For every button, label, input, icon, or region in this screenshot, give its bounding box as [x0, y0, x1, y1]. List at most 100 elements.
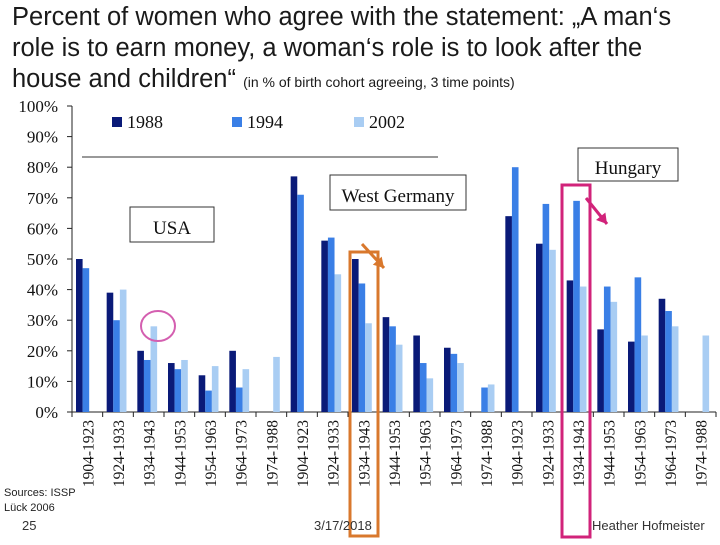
bar-1994: [450, 353, 458, 412]
legend-label-1994: 1994: [247, 112, 283, 132]
bar-1994: [419, 363, 427, 412]
highlight-arrow-head: [596, 212, 607, 224]
x-tick-label: 1934-1943: [142, 420, 159, 487]
group-label: West Germany: [342, 186, 455, 207]
y-tick-label: 100%: [18, 97, 58, 116]
highlight-circle: [140, 310, 176, 342]
group-label-box: [329, 174, 467, 211]
bar-2002: [426, 378, 434, 412]
bar-1988: [658, 298, 666, 412]
bar-1994: [358, 283, 366, 412]
legend-swatch-1994: [232, 117, 242, 127]
bar-2002: [150, 326, 158, 412]
x-tick-label: 1974-1988: [264, 420, 281, 487]
bar-1988: [505, 216, 512, 412]
bar-1988: [536, 243, 543, 412]
bar-2002: [457, 363, 464, 412]
legend-swatch-2002: [354, 117, 364, 127]
title-bar: Percent of women who agree with the stat…: [0, 0, 720, 96]
bar-1994: [665, 311, 672, 412]
y-tick-label: 40%: [27, 281, 58, 300]
x-tick-label: 1934-1943: [356, 420, 373, 487]
group-label-box: [577, 147, 679, 182]
chart-title-main: Percent of women who agree with the stat…: [12, 3, 672, 93]
bar-1994: [481, 387, 488, 412]
bar-2002: [273, 356, 280, 412]
bar-2002: [242, 369, 250, 412]
x-tick-label: 1964-1973: [663, 420, 680, 487]
bar-2002: [119, 289, 127, 412]
bar-1994: [511, 167, 519, 412]
bars: [76, 167, 710, 412]
bar-1994: [542, 203, 550, 412]
footer-date: 3/17/2018: [314, 518, 372, 533]
x-tick-label: 1954-1963: [632, 420, 649, 487]
highlight-arrow-head: [372, 256, 384, 268]
y-tick-label: 0%: [35, 403, 58, 422]
bar-2002: [334, 274, 342, 412]
legend-swatch-1988: [112, 117, 122, 127]
bar-1988: [382, 317, 390, 412]
bar-2002: [487, 384, 495, 412]
x-tick-label: 1904-1923: [295, 420, 312, 487]
bar-1988: [597, 329, 604, 412]
bar-2002: [181, 359, 188, 412]
bar-2002: [702, 335, 710, 412]
bar-1994: [143, 359, 151, 412]
bar-2002: [365, 323, 372, 412]
bar-1994: [603, 286, 611, 412]
chart-title-sub: (in % of birth cohort agreeing, 3 time p…: [243, 74, 515, 90]
bar-2002: [549, 249, 556, 412]
x-tick-label: 1934-1943: [571, 420, 588, 487]
bar-1988: [106, 292, 114, 412]
x-tick-label: 1964-1973: [234, 420, 251, 487]
bar-2002: [671, 326, 679, 412]
bar-1988: [290, 176, 298, 412]
legend-label-2002: 2002: [369, 112, 405, 132]
highlight-column-box: [348, 250, 380, 538]
y-tick-label: 10%: [27, 372, 58, 391]
bar-1988: [168, 363, 175, 412]
bar-1994: [113, 320, 120, 412]
group-label: USA: [153, 218, 191, 239]
sources-line-1: Sources: ISSP: [4, 487, 76, 499]
bar-1994: [573, 200, 580, 412]
group-label-box: [129, 206, 215, 243]
x-tick-label: 1904-1923: [510, 420, 527, 487]
bar-1988: [413, 335, 420, 412]
bar-1988: [566, 280, 574, 412]
bar-2002: [641, 335, 648, 412]
x-tick-label: 1974-1988: [479, 420, 496, 487]
bar-1988: [628, 341, 635, 412]
bar-1994: [327, 237, 335, 412]
legend-label-1988: 1988: [127, 112, 163, 132]
highlight-column-box: [560, 183, 592, 539]
bar-chart: 0% 10% 20% 30% 40% 50% 60% 70% 80% 90% 100% 1904-1…: [18, 97, 717, 539]
x-tick-label: 1924-1933: [540, 420, 557, 487]
x-tick-labels: 1904-1923 1924-1933 1934-1943 1944-1953 1954…: [80, 420, 710, 487]
x-tick-label: 1924-1933: [326, 420, 343, 487]
group-labels: USA West Germany Hungary: [129, 147, 679, 243]
highlights: [140, 183, 609, 539]
x-tick-label: 1944-1953: [602, 420, 619, 487]
y-tick-label: 50%: [27, 250, 58, 269]
chart-title: Percent of women who agree with the stat…: [12, 2, 712, 98]
chart-panel: 0% 10% 20% 30% 40% 50% 60% 70% 80% 90% 100% 1904-1…: [0, 96, 720, 540]
x-tick-label: 1944-1953: [387, 420, 404, 487]
footer-author: Heather Hofmeister: [592, 518, 705, 533]
bar-1994: [205, 390, 212, 412]
bar-1994: [634, 277, 642, 412]
y-tick-label: 20%: [27, 342, 58, 361]
bar-1988: [352, 259, 359, 412]
bar-1988: [76, 259, 83, 412]
x-tick-label: 1944-1953: [172, 420, 189, 487]
bar-2002: [610, 301, 618, 412]
bar-1994: [235, 387, 243, 412]
legend: 1988 1994 2002: [82, 112, 438, 158]
bar-1988: [321, 240, 328, 412]
x-tick-label: 1974-1988: [694, 420, 711, 487]
group-label: Hungary: [595, 158, 662, 179]
y-tick-label: 80%: [27, 158, 58, 177]
bar-1988: [229, 350, 236, 412]
bar-2002: [579, 286, 587, 412]
